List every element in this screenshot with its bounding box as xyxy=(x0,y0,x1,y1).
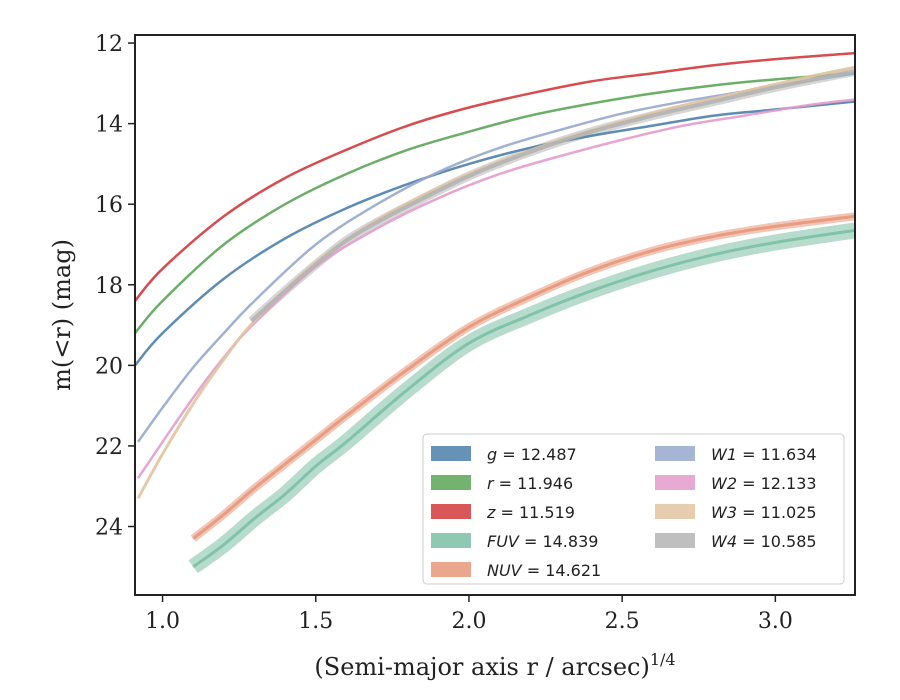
series-line-g xyxy=(135,100,855,367)
y-tick-label: 18 xyxy=(95,274,123,299)
legend-label-w2: W2 = 12.133 xyxy=(711,474,817,493)
x-tick-label: 2.0 xyxy=(451,609,486,634)
legend-swatch-z xyxy=(431,504,471,519)
y-axis: 12 14 16 18 20 22 24 xyxy=(95,32,135,541)
legend-label-g: g = 12.487 xyxy=(487,445,577,464)
legend-label-w3: W3 = 11.025 xyxy=(711,503,817,522)
x-axis: 1.0 1.5 2.0 2.5 3.0 xyxy=(145,595,793,634)
y-tick-label: 24 xyxy=(95,516,123,541)
series-line-nuv xyxy=(192,214,855,540)
series-line-w3 xyxy=(136,65,855,500)
legend: g = 12.487 r = 11.946 z = 11.519 FUV = 14.8… xyxy=(422,433,845,585)
y-tick-label: 20 xyxy=(95,354,123,379)
series-line-w4 xyxy=(250,69,855,323)
legend-label-z: z = 11.519 xyxy=(486,503,575,522)
series-line-r xyxy=(135,72,855,334)
legend-frame xyxy=(422,433,845,585)
x-axis-label: (Semi-major axis r / arcsec)1/4 xyxy=(314,650,675,681)
legend-swatch-g xyxy=(431,446,471,461)
plot-frame xyxy=(134,34,856,596)
x-tick-label: 1.5 xyxy=(298,609,333,634)
y-tick-label: 12 xyxy=(95,32,123,57)
legend-label-w1: W1 = 11.634 xyxy=(711,445,817,464)
series-lines xyxy=(135,51,855,569)
x-axis-label-exponent: 1/4 xyxy=(650,650,676,669)
x-tick-label: 1.0 xyxy=(145,609,180,634)
legend-label-w4: W4 = 10.585 xyxy=(711,532,817,551)
x-tick-label: 2.5 xyxy=(605,609,640,634)
y-tick-label: 16 xyxy=(95,193,123,218)
series-line-z xyxy=(135,51,855,302)
legend-label-nuv: NUV = 14.621 xyxy=(487,561,601,580)
legend-label-fuv: FUV = 14.839 xyxy=(487,532,598,551)
legend-swatch-w4 xyxy=(655,533,695,548)
x-axis-label-text: (Semi-major axis r / arcsec) xyxy=(314,653,649,681)
legend-swatch-r xyxy=(431,475,471,490)
x-tick-label: 3.0 xyxy=(758,609,793,634)
series-line-fuv xyxy=(192,228,855,569)
y-axis-label: m(<r) (mag) xyxy=(48,239,76,391)
legend-swatch-w3 xyxy=(655,504,695,519)
legend-swatch-nuv xyxy=(431,562,471,577)
legend-label-r: r = 11.946 xyxy=(487,474,573,493)
legend-swatch-w1 xyxy=(655,446,695,461)
y-tick-label: 14 xyxy=(95,113,123,138)
series-line-w1 xyxy=(137,72,855,443)
series-line-w2 xyxy=(137,98,855,479)
legend-swatch-fuv xyxy=(431,533,471,548)
legend-swatch-w2 xyxy=(655,475,695,490)
y-tick-label: 22 xyxy=(95,435,123,460)
